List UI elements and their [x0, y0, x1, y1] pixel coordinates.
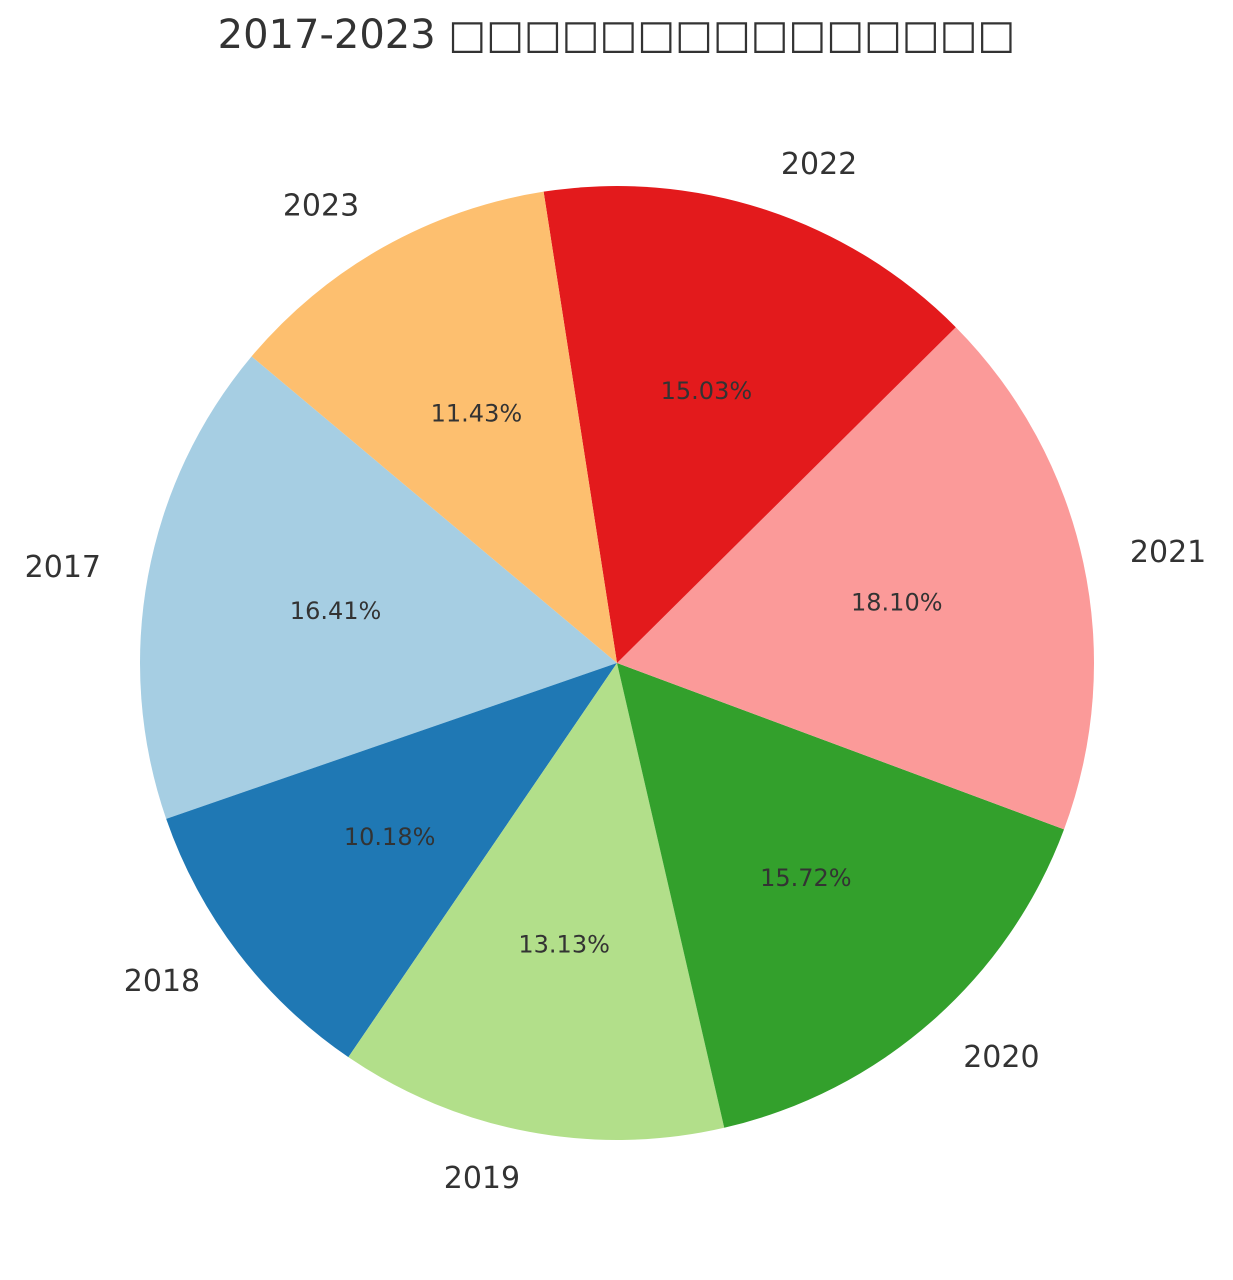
value-label-2019: 13.13% [518, 930, 610, 958]
category-label-2021: 2021 [1130, 535, 1206, 570]
pie-slice-2023 [251, 191, 617, 663]
category-label-2022: 2022 [781, 147, 857, 182]
pie-labels: 2017 16.41% 2018 10.18% 2019 13.13% 2020 15.72%… [25, 147, 1207, 1196]
value-label-2017: 16.41% [290, 597, 382, 625]
pie-slice-2019 [348, 663, 725, 1141]
pie-slice-2020 [617, 663, 1065, 1128]
pie-slice-2017 [140, 356, 617, 819]
value-label-2022: 15.03% [661, 377, 753, 405]
value-label-2018: 10.18% [344, 823, 436, 851]
category-label-2020: 2020 [963, 1040, 1039, 1075]
category-label-2017: 2017 [25, 550, 101, 585]
pie-slice-2018 [166, 663, 617, 1058]
category-label-2023: 2023 [283, 188, 359, 223]
category-label-2018: 2018 [124, 964, 200, 999]
pie-slice-2021 [617, 327, 1094, 830]
chart-title: 2017-2023 □□□□□□□□□□□□□□□ [217, 12, 1016, 58]
pie-slice-2022 [543, 186, 956, 664]
pie-slices [140, 186, 1094, 1141]
value-label-2023: 11.43% [431, 400, 523, 428]
category-label-2019: 2019 [444, 1161, 520, 1196]
value-label-2021: 18.10% [851, 589, 943, 617]
value-label-2020: 15.72% [760, 864, 852, 892]
